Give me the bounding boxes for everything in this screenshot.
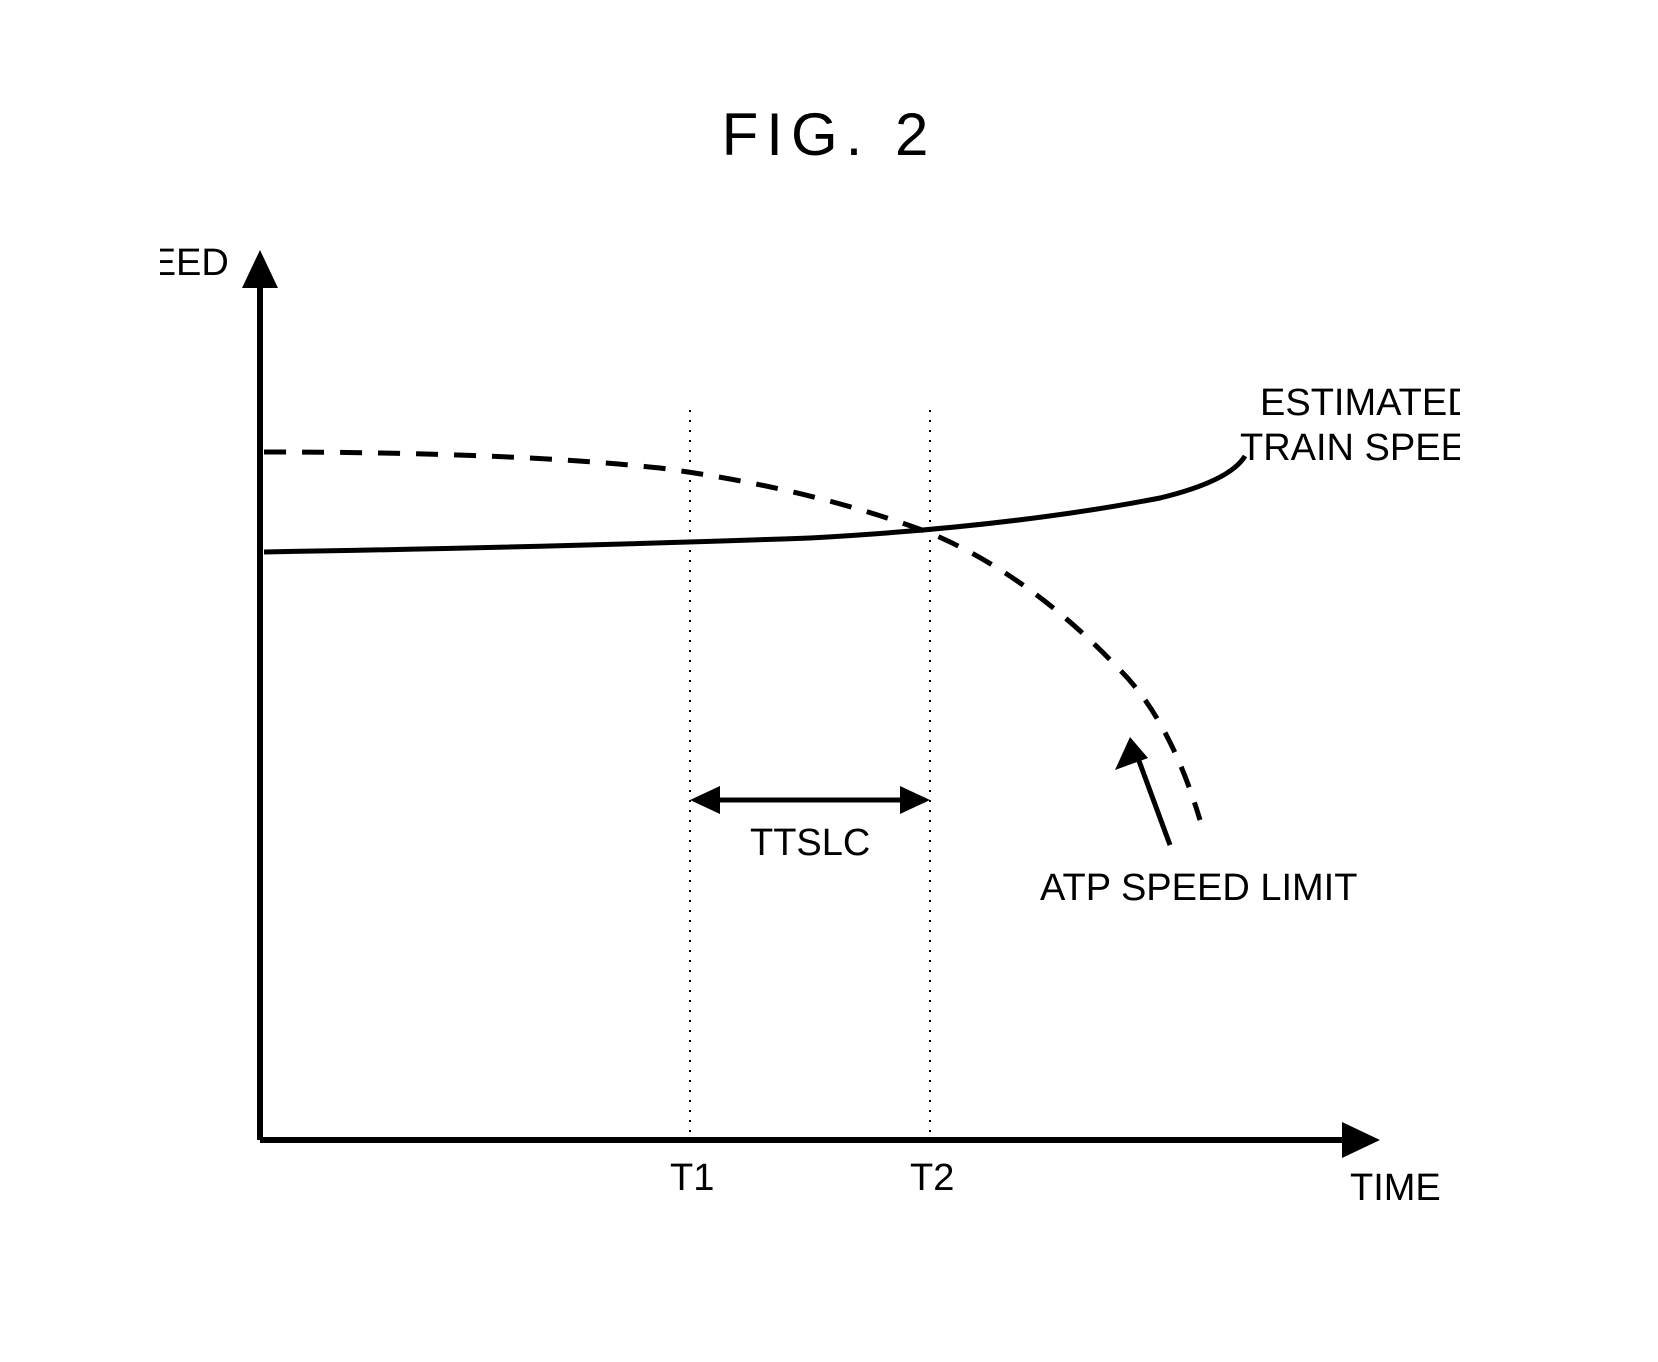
- atp-label: ATP SPEED LIMIT: [1040, 867, 1357, 909]
- estimated-label-line2: TRAIN SPEED: [1240, 427, 1460, 469]
- ttslc-label: TTSLC: [750, 822, 870, 864]
- chart-area: SPEED TIME T1 T2: [160, 240, 1460, 1240]
- ttslc-arrow-right: [900, 786, 930, 814]
- figure-title: FIG. 2: [722, 100, 937, 169]
- atp-pointer-line: [1135, 750, 1170, 845]
- atp-speed-limit-curve: [264, 452, 1200, 820]
- ttslc-arrow-left: [690, 786, 720, 814]
- t2-label: T2: [910, 1157, 954, 1199]
- y-axis-arrow: [242, 250, 278, 288]
- x-axis-arrow: [1342, 1122, 1380, 1158]
- t1-label: T1: [670, 1157, 714, 1199]
- x-axis-label: TIME: [1350, 1167, 1441, 1209]
- estimated-train-speed-curve: [264, 456, 1245, 552]
- chart-svg: SPEED TIME T1 T2: [160, 240, 1460, 1240]
- estimated-label-line1: ESTIMATED: [1260, 382, 1460, 424]
- y-axis-label: SPEED: [160, 242, 229, 284]
